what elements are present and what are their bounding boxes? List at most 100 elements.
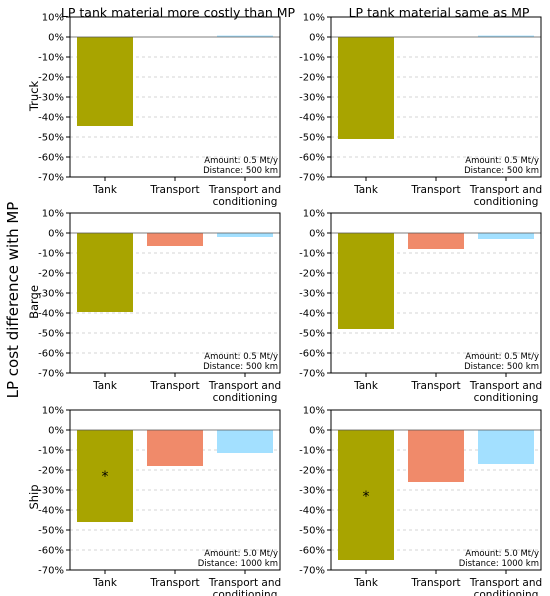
x-tick-label: Tank <box>353 380 379 392</box>
y-tick-label: -70% <box>38 566 64 577</box>
y-tick-label: -40% <box>299 113 325 124</box>
panel-truck-1: 10% 0% -10% -20% -30% -40% -50% -60% -70% Tank Tra… <box>38 13 281 209</box>
bar-tank <box>77 233 133 312</box>
y-tick-label: -20% <box>299 269 325 280</box>
y-tick-label: -40% <box>299 506 325 517</box>
y-tick-label: -70% <box>38 173 64 184</box>
y-tick-label: -30% <box>299 486 325 497</box>
panel-ship-2: 10% 0% -10% -20% -30% -40% -50% -60% -70% Tank Tra… <box>299 406 542 596</box>
x-tick-label: Transport <box>410 577 460 589</box>
x-tick-label: Transport <box>149 184 199 196</box>
bar-transport <box>408 430 464 482</box>
x-tick-label: conditioning <box>474 589 539 596</box>
x-tick-label: conditioning <box>474 196 539 208</box>
x-tick-label: Tank <box>353 577 379 589</box>
annotation-text: Amount: 5.0 Mt/y <box>465 549 539 559</box>
significance-marker: * <box>363 489 370 505</box>
x-tick-label: Transport <box>149 577 199 589</box>
annotation-text: Distance: 500 km <box>203 362 278 372</box>
x-tick-label: conditioning <box>213 196 278 208</box>
bar-transport-and-conditioning <box>478 233 534 239</box>
y-tick-label: -50% <box>299 133 325 144</box>
col-title-1: LP tank material more costly than MP <box>61 5 296 20</box>
y-tick-label: -50% <box>38 526 64 537</box>
y-tick-label: 0% <box>309 426 325 437</box>
y-tick-label: 10% <box>303 13 325 24</box>
x-tick-label: Tank <box>92 380 118 392</box>
y-tick-label: 0% <box>48 33 64 44</box>
y-tick-label: -60% <box>38 153 64 164</box>
bar-transport <box>147 430 203 466</box>
y-tick-label: -50% <box>38 329 64 340</box>
annotation-text: Amount: 5.0 Mt/y <box>204 549 278 559</box>
y-tick-label: -20% <box>299 73 325 84</box>
y-tick-label: -20% <box>299 466 325 477</box>
x-tick-label: Transport <box>410 184 460 196</box>
panel-truck-2: 10% 0% -10% -20% -30% -40% -50% -60% -70% Tank Tra… <box>299 13 542 209</box>
annotation-text: Distance: 500 km <box>203 166 278 176</box>
y-tick-label: 0% <box>309 33 325 44</box>
y-tick-label: -50% <box>299 526 325 537</box>
y-tick-label: -50% <box>38 133 64 144</box>
annotation-text: Distance: 500 km <box>464 362 539 372</box>
row-label-barge: Barge <box>27 285 41 319</box>
panel-barge-1: 10% 0% -10% -20% -30% -40% -50% -60% -70% Tank Tra… <box>38 209 281 405</box>
row-label-ship: Ship <box>27 484 41 509</box>
bar-transport-and-conditioning <box>217 233 273 237</box>
y-tick-label: -60% <box>38 349 64 360</box>
bar-tank <box>338 233 394 329</box>
x-tick-label: conditioning <box>474 392 539 404</box>
x-tick-label: Transport and <box>469 184 542 196</box>
figure-ylabel: LP cost difference with MP <box>4 202 22 399</box>
y-tick-label: 0% <box>309 229 325 240</box>
y-tick-label: -10% <box>299 446 325 457</box>
y-tick-label: 10% <box>42 13 64 24</box>
y-tick-label: -20% <box>38 269 64 280</box>
significance-marker: * <box>102 469 109 485</box>
y-tick-label: -20% <box>38 73 64 84</box>
panels: 10% 0% -10% -20% -30% -40% -50% -60% -70% Tank Tra… <box>38 13 542 596</box>
y-tick-label: -50% <box>299 329 325 340</box>
bar-transport-and-conditioning <box>478 35 534 37</box>
y-tick-label: 10% <box>303 406 325 417</box>
x-tick-label: Tank <box>353 184 379 196</box>
y-tick-label: -60% <box>299 349 325 360</box>
y-tick-label: 10% <box>42 209 64 220</box>
annotation-text: Distance: 1000 km <box>459 559 539 569</box>
y-tick-label: -70% <box>38 369 64 380</box>
y-tick-label: 10% <box>42 406 64 417</box>
y-tick-label: -30% <box>38 93 64 104</box>
bar-tank <box>338 37 394 139</box>
y-tick-label: -30% <box>38 486 64 497</box>
y-tick-label: -60% <box>38 546 64 557</box>
x-tick-label: Transport <box>149 380 199 392</box>
col-title-2: LP tank material same as MP <box>349 5 530 20</box>
panel-barge-2: 10% 0% -10% -20% -30% -40% -50% -60% -70% Tank Tra… <box>299 209 542 405</box>
x-tick-label: conditioning <box>213 392 278 404</box>
y-tick-label: 10% <box>303 209 325 220</box>
annotation-text: Distance: 1000 km <box>198 559 278 569</box>
annotation-text: Amount: 0.5 Mt/y <box>465 156 539 166</box>
y-tick-label: -40% <box>299 309 325 320</box>
y-tick-label: -20% <box>38 466 64 477</box>
row-label-truck: Truck <box>27 80 41 112</box>
bar-transport <box>147 233 203 246</box>
y-tick-label: -10% <box>38 53 64 64</box>
y-tick-label: -70% <box>299 173 325 184</box>
y-tick-label: 0% <box>48 426 64 437</box>
y-tick-label: -70% <box>299 566 325 577</box>
bar-tank <box>77 430 133 522</box>
x-tick-label: Transport and <box>208 380 281 392</box>
x-tick-label: Transport and <box>208 184 281 196</box>
x-tick-label: Transport and <box>208 577 281 589</box>
bar-transport-and-conditioning <box>217 430 273 453</box>
annotation-text: Amount: 0.5 Mt/y <box>204 156 278 166</box>
x-tick-label: Tank <box>92 184 118 196</box>
bar-tank <box>338 430 394 560</box>
y-tick-label: -30% <box>299 93 325 104</box>
x-tick-label: Transport and <box>469 577 542 589</box>
y-tick-label: -10% <box>38 446 64 457</box>
x-tick-label: Tank <box>92 577 118 589</box>
y-tick-label: -40% <box>38 309 64 320</box>
